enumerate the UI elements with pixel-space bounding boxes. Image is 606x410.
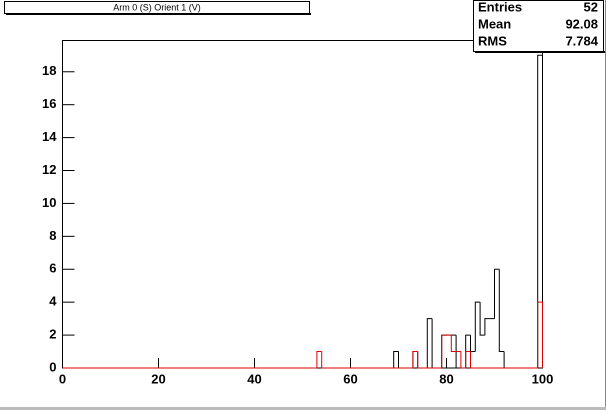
- stats-shadow: [475, 51, 605, 53]
- y-tick-label: 4: [49, 294, 57, 309]
- y-tick-label: 14: [42, 129, 57, 144]
- x-tick-label: 20: [151, 371, 165, 386]
- histogram-step: [417, 351, 423, 369]
- stats-label: Mean: [478, 16, 511, 31]
- x-tick-label: 80: [439, 371, 453, 386]
- histogram-step: [537, 301, 543, 368]
- stats-value: 52: [584, 0, 598, 14]
- stats-label: RMS: [478, 33, 507, 48]
- histogram-step: [321, 351, 327, 369]
- histogram-step: [498, 269, 505, 353]
- y-tick-label: 6: [49, 261, 56, 276]
- histogram-step: [450, 335, 457, 353]
- chart-title: Arm 0 (S) Orient 1 (V): [113, 2, 201, 12]
- x-tick-label: 40: [247, 371, 261, 386]
- histogram-step: [494, 268, 500, 319]
- x-tick-label: 100: [532, 371, 554, 386]
- y-tick-label: 2: [49, 327, 56, 342]
- y-tick-label: 8: [49, 228, 56, 243]
- stats-border: [473, 0, 604, 52]
- histogram-step: [465, 351, 471, 368]
- histogram-step: [470, 351, 476, 369]
- y-tick-label: 10: [42, 195, 56, 210]
- y-tick-label: 16: [42, 96, 56, 111]
- histogram-step: [474, 301, 481, 352]
- histogram-step: [460, 351, 466, 369]
- stats-box: [473, 0, 605, 53]
- y-tick-label: 12: [42, 162, 56, 177]
- histogram-step: [316, 351, 322, 368]
- stats-value: 7.784: [565, 33, 598, 48]
- x-tick-label: 60: [343, 371, 357, 386]
- histogram-step: [479, 302, 485, 336]
- histogram-step: [412, 351, 418, 368]
- histogram-step: [455, 335, 461, 369]
- stats-value: 92.08: [565, 16, 598, 31]
- histogram-step: [537, 54, 543, 368]
- y-tick-label: 18: [42, 63, 56, 78]
- canvas-edge: [0, 407, 606, 410]
- histogram-step: [484, 318, 490, 336]
- histogram-step: [426, 318, 433, 368]
- histogram-step: [441, 334, 447, 368]
- stats-label: Entries: [478, 0, 522, 14]
- y-tick-label: 0: [49, 359, 56, 374]
- histogram-step: [393, 351, 399, 368]
- x-tick-label: 0: [59, 371, 66, 386]
- title-shadow: [6, 13, 311, 15]
